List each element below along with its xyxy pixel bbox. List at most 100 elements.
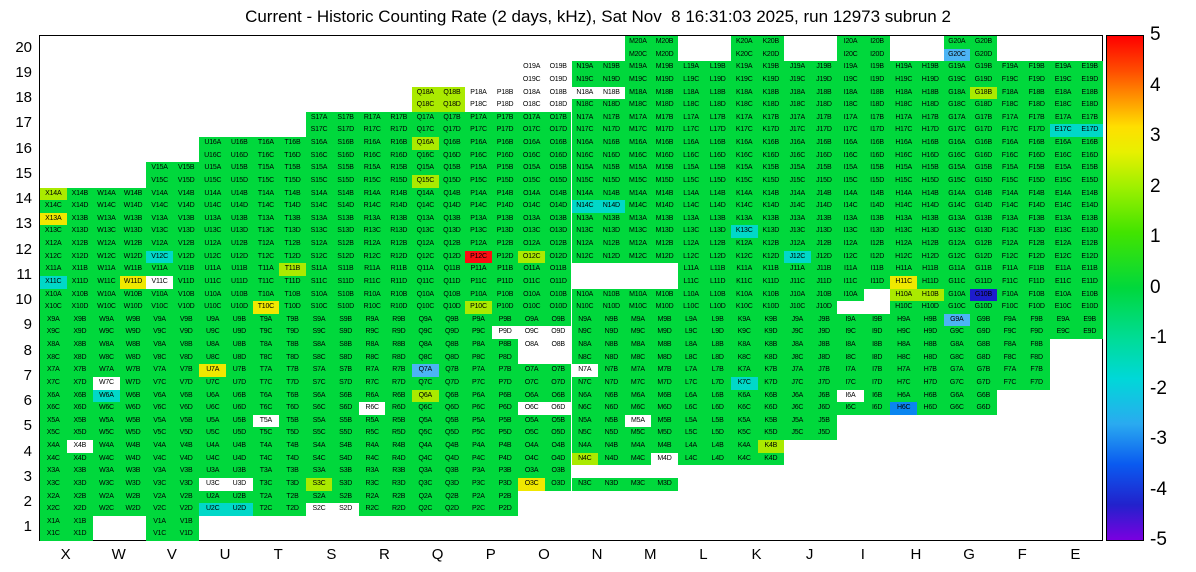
cell-Q13C: Q13C <box>412 225 439 238</box>
cell-G16C: G16C <box>943 149 971 163</box>
cell-S12D: S12D <box>332 250 359 264</box>
cell-N10C: N10C <box>571 301 599 314</box>
cell-X5D: X5D <box>66 427 94 440</box>
cell-J8D: J8D <box>810 351 838 365</box>
cell-J18D: J18D <box>810 99 838 112</box>
cell-E15A: E15A <box>1049 162 1077 175</box>
cell-V10B: V10B <box>172 288 200 302</box>
cell-L6A: L6A <box>677 389 705 403</box>
cell-T12B: T12B <box>279 238 306 251</box>
cell-O10A: O10A <box>518 288 545 302</box>
cell-Q10C: Q10C <box>412 301 439 314</box>
cell-P13B: P13B <box>491 212 519 226</box>
cell-L12B: L12B <box>704 238 731 251</box>
cell-Q8D: Q8D <box>438 351 466 365</box>
cell-N19C: N19C <box>571 73 599 87</box>
cell-W11B: W11B <box>119 263 147 276</box>
cell-V8C: V8C <box>146 351 173 365</box>
cell-P6D: P6D <box>491 402 519 415</box>
cell-G20B: G20B <box>970 36 997 49</box>
cell-I18D: I18D <box>863 99 891 112</box>
cell-L15B: L15B <box>704 162 731 175</box>
cell-Q18A: Q18A <box>412 86 439 100</box>
plot-area: M20A M20B M20C M20D K20A K20B K20C K20D I20A I20B… <box>39 35 1103 541</box>
cell-T14A: T14A <box>252 187 280 201</box>
cell-O18C: O18C <box>518 99 545 112</box>
cell-P7C: P7C <box>465 376 492 390</box>
cell-K20B: K20B <box>757 36 785 49</box>
cell-F19B: F19B <box>1023 61 1050 74</box>
cell-X5A: X5A <box>40 414 67 428</box>
cell-Q14C: Q14C <box>412 200 439 213</box>
cell-N9D: N9D <box>598 326 625 339</box>
cell-H18B: H18B <box>916 86 944 100</box>
cell-Q16B: Q16B <box>438 137 466 150</box>
colorbar-tick--1: -1 <box>1150 327 1167 348</box>
cell-T2C: T2C <box>252 503 280 516</box>
cell-M10B: M10B <box>651 288 678 302</box>
cell-X6B: X6B <box>66 389 94 403</box>
cell-P16B: P16B <box>491 137 519 150</box>
cell-V13A: V13A <box>146 212 173 226</box>
cell-F15D: F15D <box>1023 174 1050 188</box>
cell-O18A: O18A <box>518 86 545 100</box>
cell-J12B: J12B <box>810 238 838 251</box>
cell-T11C: T11C <box>252 275 280 289</box>
cell-W11A: W11A <box>93 263 120 276</box>
cell-V12C: V12C <box>146 250 173 264</box>
cell-Q14A: Q14A <box>412 187 439 201</box>
cell-I19D: I19D <box>863 73 891 87</box>
cell-J18B: J18B <box>810 86 838 100</box>
cell-X1A: X1A <box>40 515 67 529</box>
cell-M9D: M9D <box>651 326 678 339</box>
cell-R12B: R12B <box>385 238 413 251</box>
cell-R12C: R12C <box>358 250 386 264</box>
cell-V9A: V9A <box>146 313 173 327</box>
cell-S14B: S14B <box>332 187 359 201</box>
cell-F9D: F9D <box>1023 326 1050 339</box>
cell-X9C: X9C <box>40 326 67 339</box>
cell-X13A: X13A <box>40 212 67 226</box>
cell-G12D: G12D <box>970 250 997 264</box>
cell-V9B: V9B <box>172 313 200 327</box>
cell-P16C: P16C <box>465 149 492 163</box>
cell-X2B: X2B <box>66 490 94 504</box>
cell-N10D: N10D <box>598 301 625 314</box>
cell-O5D: O5D <box>544 427 572 440</box>
cell-W4C: W4C <box>93 452 120 466</box>
cell-E19B: E19B <box>1076 61 1103 74</box>
cell-V10C: V10C <box>146 301 173 314</box>
cell-T11B: T11B <box>279 263 306 276</box>
cell-X8B: X8B <box>66 339 94 352</box>
cell-U5C: U5C <box>199 427 226 440</box>
cell-I9A: I9A <box>837 313 864 327</box>
colorbar-tick-0: 0 <box>1150 276 1161 298</box>
cell-H12C: H12C <box>890 250 917 264</box>
cell-H7D: H7D <box>916 376 944 390</box>
cell-G9D: G9D <box>970 326 997 339</box>
cell-W3A: W3A <box>93 465 120 478</box>
cell-R4D: R4D <box>385 452 413 466</box>
cell-V5A: V5A <box>146 414 173 428</box>
cell-V11C: V11C <box>146 275 173 289</box>
cell-T15A: T15A <box>252 162 280 175</box>
cell-M14C: M14C <box>624 200 652 213</box>
cell-I16A: I16A <box>837 137 864 150</box>
x-axis-label-I: I <box>860 546 865 563</box>
cell-Q16C: Q16C <box>412 149 439 163</box>
cell-I11D: I11D <box>863 275 891 289</box>
cell-F18C: F18C <box>996 99 1024 112</box>
cell-V6A: V6A <box>146 389 173 403</box>
cell-T9D: T9D <box>279 326 306 339</box>
colorbar-tick-5: 5 <box>1150 24 1161 45</box>
cell-R17A: R17A <box>358 111 386 125</box>
cell-V12A: V12A <box>146 238 173 251</box>
cell-F7D: F7D <box>1023 376 1050 390</box>
cell-F12C: F12C <box>996 250 1024 264</box>
cell-R6D: R6D <box>385 402 413 415</box>
cell-V4A: V4A <box>146 440 173 453</box>
cell-U2D: U2D <box>226 503 253 516</box>
cell-V8D: V8D <box>172 351 200 365</box>
cell-P5C: P5C <box>465 427 492 440</box>
cell-O17D: O17D <box>544 124 572 137</box>
